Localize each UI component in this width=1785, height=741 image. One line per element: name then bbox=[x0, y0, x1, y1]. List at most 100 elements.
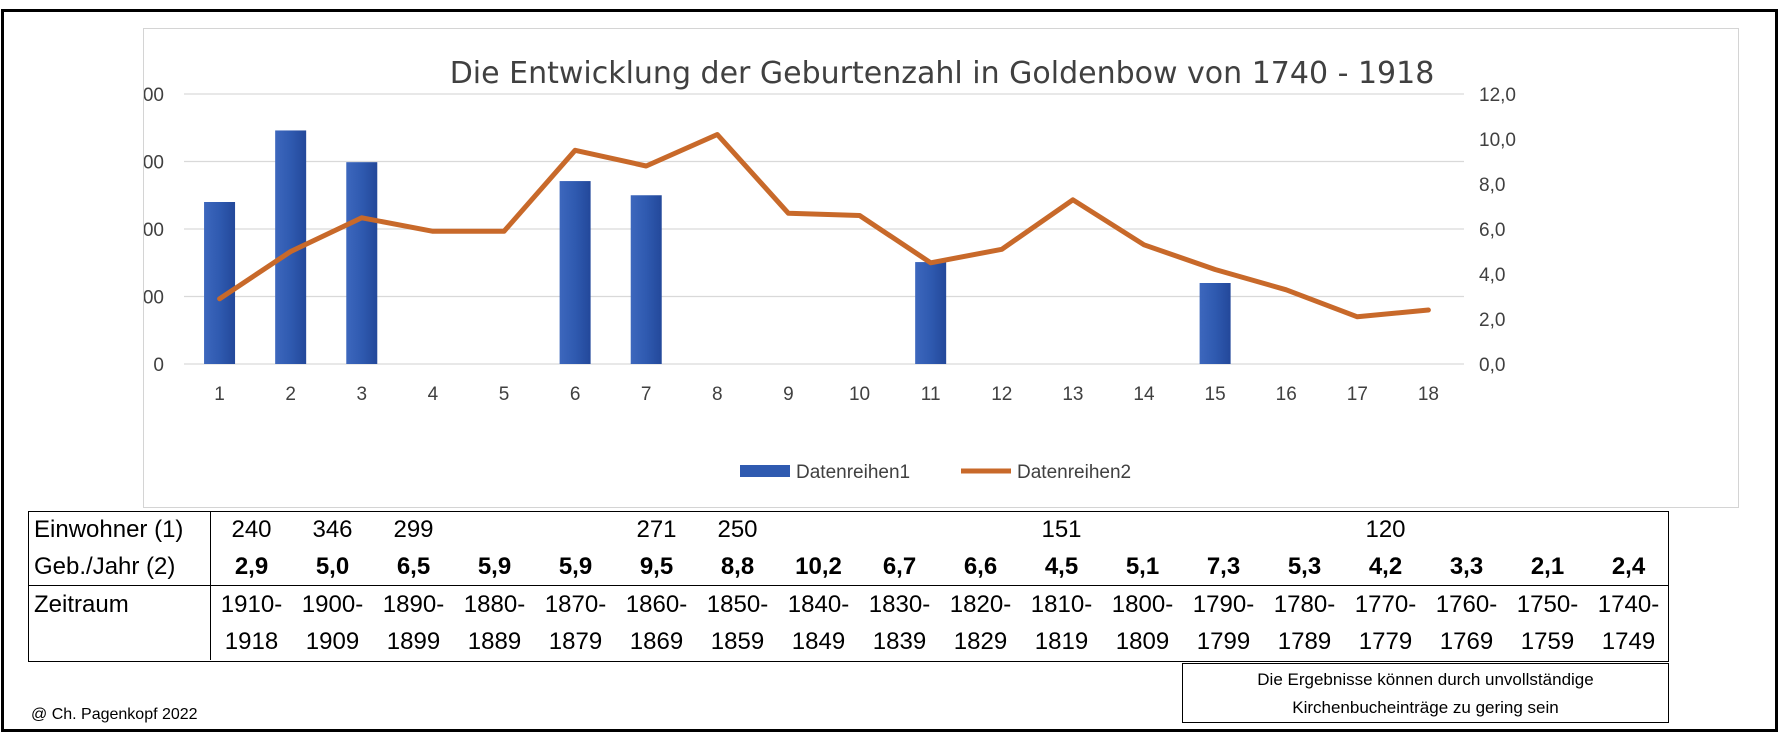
cell-geburten: 2,1 bbox=[1530, 552, 1565, 580]
cell-zeitraum-end: 1869 bbox=[629, 627, 684, 655]
x-tick-label: 9 bbox=[783, 384, 794, 405]
cell-geburten: 8,8 bbox=[720, 552, 755, 580]
cell-zeitraum-start: 1870- bbox=[535, 585, 616, 623]
cell-einwohner bbox=[859, 511, 940, 548]
cell-einwohner bbox=[535, 511, 616, 548]
cell-zeitraum-start: 1850- bbox=[697, 585, 778, 623]
cell-zeitraum-end: 1759 bbox=[1520, 627, 1575, 655]
cell-zeitraum-end: 1779 bbox=[1358, 627, 1413, 655]
cell-geburten: 5,9 bbox=[477, 552, 512, 580]
right-tick-label: 4,0 bbox=[1479, 265, 1505, 286]
cell-zeitraum-start: 1800- bbox=[1102, 585, 1183, 623]
bar bbox=[559, 181, 591, 364]
cell-zeitraum-start: 1740- bbox=[1588, 585, 1669, 623]
cell-einwohner bbox=[1426, 511, 1507, 548]
legend: Datenreihen1 Datenreihen2 bbox=[740, 462, 1131, 483]
x-tick-label: 4 bbox=[428, 384, 439, 405]
legend-label-series2: Datenreihen2 bbox=[1017, 462, 1131, 483]
bar bbox=[204, 202, 236, 364]
cell-zeitraum-start: 1810- bbox=[1021, 585, 1102, 623]
cell-einwohner: 250 bbox=[717, 515, 758, 543]
x-tick-label: 1 bbox=[214, 384, 225, 405]
cell-zeitraum-start: 1780- bbox=[1264, 585, 1345, 623]
cell-zeitraum-start: 1770- bbox=[1345, 585, 1426, 623]
cell-zeitraum-end: 1829 bbox=[953, 627, 1008, 655]
cell-zeitraum-start: 1840- bbox=[778, 585, 859, 623]
cell-zeitraum-end: 1799 bbox=[1196, 627, 1251, 655]
cell-zeitraum-start: 1820- bbox=[940, 585, 1021, 623]
cell-zeitraum-end: 1809 bbox=[1115, 627, 1170, 655]
cell-geburten: 3,3 bbox=[1449, 552, 1484, 580]
cell-zeitraum-end: 1889 bbox=[467, 627, 522, 655]
cell-geburten: 9,5 bbox=[639, 552, 674, 580]
x-tick-label: 3 bbox=[356, 384, 367, 405]
cell-einwohner: 271 bbox=[636, 515, 677, 543]
cell-zeitraum-end: 1899 bbox=[386, 627, 441, 655]
line-series bbox=[217, 132, 1431, 320]
cell-zeitraum-end: 1879 bbox=[548, 627, 603, 655]
cell-geburten: 2,4 bbox=[1611, 552, 1646, 580]
right-tick-label: 0,0 bbox=[1479, 355, 1505, 376]
cell-einwohner bbox=[1183, 511, 1264, 548]
cell-geburten: 5,3 bbox=[1287, 552, 1322, 580]
left-axis-ticks: 0 100 200 300 400 bbox=[144, 85, 164, 376]
image-frame bbox=[1, 9, 1778, 732]
cell-zeitraum-end: 1839 bbox=[872, 627, 927, 655]
cell-geburten: 5,9 bbox=[558, 552, 593, 580]
table-row-geburten: Geb./Jahr (2) 2,9 5,0 6,5 5,9 5,9 9,5 8,8 10,2 6… bbox=[28, 548, 1669, 586]
cell-einwohner bbox=[940, 511, 1021, 548]
right-tick-label: 2,0 bbox=[1479, 310, 1505, 331]
x-tick-label: 8 bbox=[712, 384, 723, 405]
left-tick-label: 300 bbox=[144, 153, 164, 174]
bar bbox=[1199, 283, 1231, 364]
cell-einwohner: 120 bbox=[1365, 515, 1406, 543]
cell-einwohner bbox=[1102, 511, 1183, 548]
right-tick-label: 10,0 bbox=[1479, 130, 1516, 151]
cell-einwohner: 346 bbox=[312, 515, 353, 543]
chart-title: Die Entwicklung der Geburtenzahl in Gold… bbox=[450, 56, 1435, 91]
bar bbox=[915, 262, 947, 364]
cell-zeitraum-start: 1790- bbox=[1183, 585, 1264, 623]
table-row-einwohner: Einwohner (1) 240 346 299 271 250 151 120 bbox=[28, 511, 1669, 548]
note-line-2: Kirchenbucheinträge zu gering sein bbox=[1292, 698, 1559, 717]
cell-zeitraum-start: 1890- bbox=[373, 585, 454, 623]
x-tick-label: 7 bbox=[641, 384, 652, 405]
cell-zeitraum-start: 1750- bbox=[1507, 585, 1588, 623]
cell-geburten: 6,7 bbox=[882, 552, 917, 580]
table-row-zeitraum-start: Zeitraum 1910- 1900- 1890- 1880- 1870- 1860- 1… bbox=[28, 585, 1669, 623]
cell-geburten: 7,3 bbox=[1206, 552, 1241, 580]
cell-einwohner bbox=[454, 511, 535, 548]
x-tick-label: 11 bbox=[921, 384, 941, 405]
x-tick-label: 2 bbox=[285, 384, 296, 405]
cell-zeitraum-end: 1749 bbox=[1601, 627, 1656, 655]
cell-zeitraum-start: 1910- bbox=[210, 585, 292, 623]
line-path bbox=[217, 132, 1431, 320]
cell-zeitraum-start: 1830- bbox=[859, 585, 940, 623]
cell-einwohner: 240 bbox=[231, 515, 272, 543]
x-tick-label: 13 bbox=[1062, 384, 1083, 405]
cell-zeitraum-start: 1900- bbox=[292, 585, 373, 623]
right-tick-label: 8,0 bbox=[1479, 175, 1505, 196]
bar bbox=[630, 195, 662, 364]
x-axis-ticks: 1 2 3 4 5 6 7 8 9 10 11 12 13 14 15 16 17 18 bbox=[214, 384, 1439, 405]
left-tick-label: 400 bbox=[144, 85, 164, 106]
right-tick-label: 12,0 bbox=[1479, 85, 1516, 106]
left-tick-label: 200 bbox=[144, 220, 164, 241]
cell-geburten: 5,1 bbox=[1125, 552, 1160, 580]
table-row-zeitraum-end: 1918 1909 1899 1889 1879 1869 1859 1849 1839 1829… bbox=[28, 623, 1669, 660]
bar-series bbox=[204, 130, 1231, 364]
cell-zeitraum-end: 1769 bbox=[1439, 627, 1494, 655]
right-axis-ticks: 0,0 2,0 4,0 6,0 8,0 10,0 12,0 bbox=[1479, 85, 1516, 376]
cell-zeitraum-end: 1909 bbox=[305, 627, 360, 655]
right-tick-label: 6,0 bbox=[1479, 220, 1505, 241]
x-tick-label: 16 bbox=[1276, 384, 1297, 405]
cell-zeitraum-end: 1789 bbox=[1277, 627, 1332, 655]
cell-geburten: 2,9 bbox=[234, 552, 269, 580]
cell-einwohner bbox=[1588, 511, 1669, 548]
left-tick-label: 0 bbox=[153, 355, 164, 376]
x-tick-label: 10 bbox=[849, 384, 870, 405]
x-tick-label: 18 bbox=[1418, 384, 1439, 405]
note-line-1: Die Ergebnisse können durch unvollständi… bbox=[1257, 670, 1594, 689]
cell-einwohner: 299 bbox=[393, 515, 434, 543]
cell-geburten: 4,5 bbox=[1044, 552, 1079, 580]
